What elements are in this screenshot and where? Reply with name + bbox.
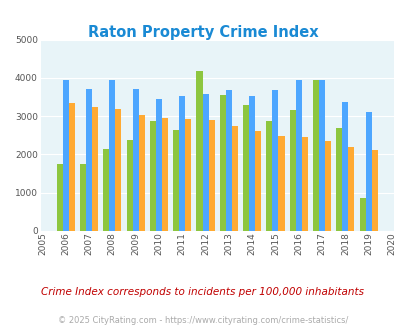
Bar [103, 149, 109, 231]
Bar [278, 136, 284, 231]
Text: © 2025 CityRating.com - https://www.cityrating.com/crime-statistics/: © 2025 CityRating.com - https://www.city… [58, 316, 347, 325]
Bar [80, 164, 86, 231]
Bar [301, 137, 307, 231]
Bar [202, 94, 208, 231]
Bar [62, 80, 68, 231]
Bar [312, 80, 318, 231]
Bar [295, 80, 301, 231]
Bar [132, 88, 139, 231]
Bar [196, 71, 202, 231]
Bar [255, 131, 260, 231]
Bar [115, 109, 121, 231]
Bar [359, 198, 365, 231]
Bar [318, 80, 324, 231]
Bar [208, 120, 214, 231]
Bar [341, 102, 347, 231]
Bar [365, 112, 371, 231]
Bar [272, 90, 278, 231]
Bar [162, 118, 168, 231]
Bar [243, 105, 249, 231]
Bar [231, 126, 237, 231]
Bar [57, 164, 62, 231]
Bar [249, 96, 255, 231]
Bar [109, 80, 115, 231]
Bar [156, 99, 162, 231]
Bar [86, 88, 92, 231]
Bar [68, 103, 75, 231]
Bar [173, 130, 179, 231]
Bar [149, 121, 156, 231]
Bar [179, 96, 185, 231]
Bar [225, 90, 231, 231]
Bar [335, 128, 341, 231]
Bar [266, 121, 272, 231]
Bar [347, 147, 354, 231]
Bar [324, 141, 330, 231]
Bar [139, 115, 145, 231]
Text: Raton Property Crime Index: Raton Property Crime Index [87, 25, 318, 40]
Bar [92, 107, 98, 231]
Bar [289, 111, 295, 231]
Bar [219, 95, 225, 231]
Bar [185, 119, 191, 231]
Bar [371, 150, 377, 231]
Bar [126, 140, 132, 231]
Text: Crime Index corresponds to incidents per 100,000 inhabitants: Crime Index corresponds to incidents per… [41, 287, 364, 297]
